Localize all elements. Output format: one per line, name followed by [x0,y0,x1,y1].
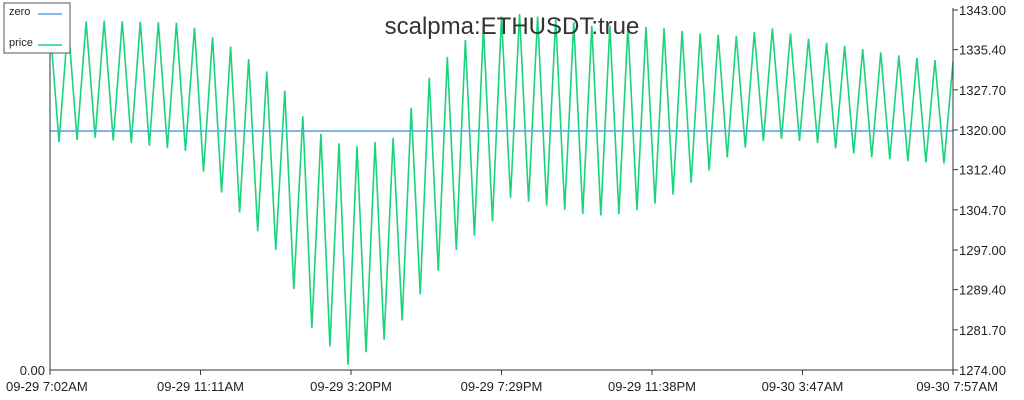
chart-title: scalpma:ETHUSDT:true [385,13,640,40]
x-axis-tick-label: 09-29 11:38PM [608,379,696,394]
x-axis-tick-label: 09-29 7:02AM [6,379,88,394]
x-axis-tick-label: 09-29 7:29PM [461,379,543,394]
right-axis-tick-label: 1304.70 [959,203,1006,218]
right-axis-tick-label: 1281.70 [959,323,1006,338]
legend-label-price: price [9,37,33,49]
price-series [49,13,954,365]
legend: zero price [3,2,71,54]
price-line [49,13,954,365]
x-axis-tick-label: 09-29 3:20PM [310,379,392,394]
right-axis-ticks: 1343.00 1335.40 1327.70 1320.00 1312.40 1304.… [953,3,1006,378]
x-axis-tick-label: 09-30 7:57AM [916,379,998,394]
right-axis-tick-label: 1343.00 [959,3,1006,18]
right-axis-tick-label: 1289.40 [959,283,1006,298]
right-axis-tick-label: 1320.00 [959,123,1006,138]
x-axis-tick-label: 09-30 3:47AM [762,379,844,394]
x-axis-ticks: 09-29 7:02AM 09-29 11:11AM 09-29 3:20PM 09-… [6,370,998,394]
left-axis-tick-label: 0.00 [20,363,45,378]
right-axis-tick-label: 1297.00 [959,243,1006,258]
right-axis-tick-label: 1312.40 [959,163,1006,178]
right-axis-tick-label: 1274.00 [959,363,1006,378]
right-axis-tick-label: 1335.40 [959,43,1006,58]
x-axis-tick-label: 09-29 11:11AM [157,379,244,394]
legend-label-zero: zero [9,6,30,18]
right-axis-tick-label: 1327.70 [959,83,1006,98]
